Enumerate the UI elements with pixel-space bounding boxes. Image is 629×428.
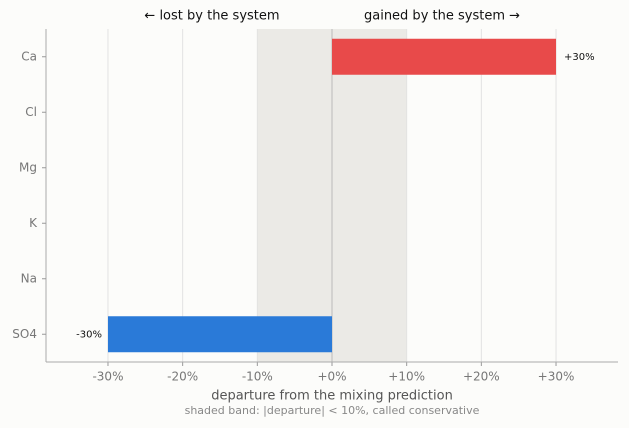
y-tick-label: Cl xyxy=(25,105,37,119)
x-tick-label: -30% xyxy=(92,370,123,384)
annotation-right: gained by the system → xyxy=(364,9,520,24)
y-tick-label: Na xyxy=(21,271,37,285)
bar xyxy=(107,316,332,353)
x-tick-label: -20% xyxy=(167,370,198,384)
x-tick-label: -10% xyxy=(242,370,273,384)
y-tick-label: Ca xyxy=(21,49,37,63)
bar xyxy=(332,38,557,75)
note: shaded band: |departure| < 10%, called c… xyxy=(185,404,480,417)
value-label: +30% xyxy=(564,52,595,63)
y-tick-label: Mg xyxy=(19,160,37,174)
x-tick-label: +10% xyxy=(388,370,425,384)
annotation-left: ← lost by the system xyxy=(144,9,279,24)
y-tick-label: K xyxy=(29,216,38,230)
x-tick-label: +30% xyxy=(538,370,575,384)
x-tick-label: +0% xyxy=(317,370,346,384)
value-label: -30% xyxy=(76,329,102,340)
x-tick-label: +20% xyxy=(463,370,500,384)
x-axis-label: departure from the mixing prediction xyxy=(211,389,453,404)
y-tick-label: SO4 xyxy=(12,327,37,341)
